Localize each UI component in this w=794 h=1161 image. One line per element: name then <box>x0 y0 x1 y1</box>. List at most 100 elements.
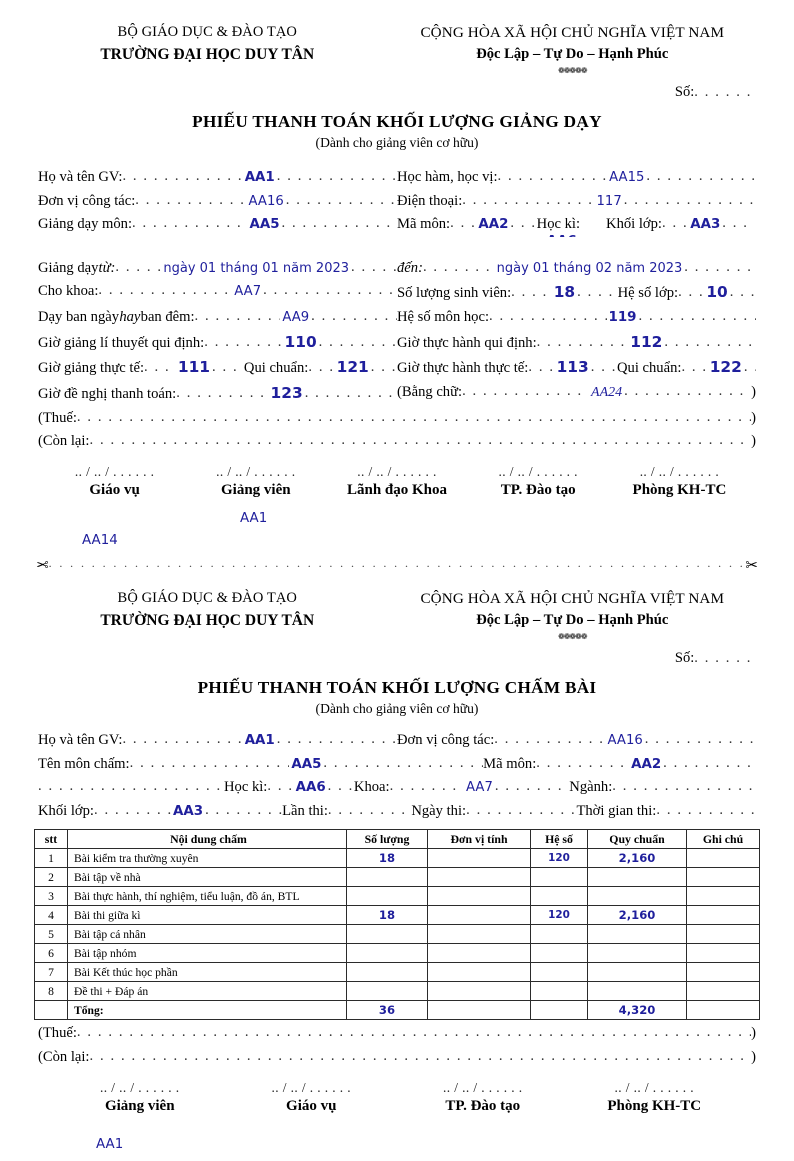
dots: . . . . . . . . . . . . . . . . . . . . … <box>389 778 464 795</box>
khoa-value[interactable]: AA7 <box>466 780 493 796</box>
glt-quidinh-value[interactable]: 110 <box>284 332 317 351</box>
cell-don-vi-tinh[interactable] <box>427 867 531 888</box>
hocki-value-wrap[interactable]: AA6. . . . . . <box>547 230 635 237</box>
cell-so-luong[interactable] <box>346 981 428 1002</box>
table-row[interactable]: 3 Bài thực hành, thí nghiệm, tiểu luận, … <box>34 886 760 907</box>
cell-don-vi-tinh[interactable] <box>427 924 531 945</box>
mamon-value[interactable]: AA2 <box>478 217 509 233</box>
table-row[interactable]: 4 Bài thi giữa kì 18 120 2,160 <box>34 905 760 926</box>
cell-so-luong[interactable] <box>346 943 428 964</box>
cell-so-luong[interactable] <box>346 924 428 945</box>
cell-ghi-chu[interactable] <box>686 886 760 907</box>
table-body: 1 Bài kiểm tra thường xuyên 18 120 2,160… <box>34 848 760 1021</box>
soluongsv-value[interactable]: 18 <box>553 283 576 302</box>
cell-he-so[interactable] <box>530 924 588 945</box>
cell-he-so[interactable]: 120 <box>530 848 588 869</box>
cell-don-vi-tinh[interactable] <box>427 886 531 907</box>
cell-quy-chuan[interactable] <box>587 886 687 907</box>
banngay-value[interactable]: AA9 <box>282 310 310 326</box>
signature-date[interactable]: .. / .. / . . . . . . <box>100 1079 180 1095</box>
table-row[interactable]: 5 Bài tập cá nhân <box>34 924 760 945</box>
cell-ghi-chu[interactable] <box>686 981 760 1002</box>
cell-quy-chuan[interactable] <box>587 981 687 1002</box>
dienthoai-value[interactable]: 117 <box>596 193 622 209</box>
cell-he-so[interactable] <box>530 943 588 964</box>
signature-value-giang-vien[interactable]: AA1 <box>240 510 268 526</box>
gth-quidinh-value[interactable]: 112 <box>630 332 663 351</box>
hoten-value[interactable]: AA1 <box>244 169 275 185</box>
hocki-value[interactable]: AA6 <box>547 234 577 237</box>
cell-ghi-chu[interactable] <box>686 943 760 964</box>
signature-date[interactable]: .. / .. / . . . . . . <box>443 1079 523 1095</box>
cell-don-vi-tinh[interactable] <box>427 848 531 869</box>
table-row[interactable]: 2 Bài tập về nhà <box>34 867 760 888</box>
cell-don-vi-tinh[interactable] <box>427 943 531 964</box>
donvi-value[interactable]: AA16 <box>248 193 284 209</box>
cell-ghi-chu[interactable] <box>686 962 760 983</box>
tu-value[interactable]: ngày 01 tháng 01 năm 2023 <box>163 260 350 276</box>
hocki-value[interactable]: AA6 <box>295 780 326 796</box>
gth-thucte-value[interactable]: 113 <box>556 358 589 377</box>
giangdaymon-value[interactable]: AA5 <box>249 217 280 233</box>
field-chokhoa: Cho khoa: . . . . . . . . . . . . . . . … <box>38 280 397 306</box>
cell-quy-chuan[interactable] <box>587 962 687 983</box>
cell-don-vi-tinh[interactable] <box>427 962 531 983</box>
cell-ghi-chu[interactable] <box>686 924 760 945</box>
signature-date[interactable]: .. / .. / . . . . . . <box>74 463 155 479</box>
cell-stt: 5 <box>34 924 68 945</box>
cell-he-so[interactable] <box>530 867 588 888</box>
signature-value-giang-vien[interactable]: AA1 <box>96 1136 124 1152</box>
signature-date[interactable]: .. / .. / . . . . . . <box>216 463 296 479</box>
signature-date[interactable]: .. / .. / . . . . . . <box>639 463 720 479</box>
cell-so-luong[interactable] <box>346 867 428 888</box>
donvi-label: Đơn vị công tác: <box>397 731 495 748</box>
cell-so-luong[interactable]: 18 <box>346 848 428 869</box>
signature-date[interactable]: .. / .. / . . . . . . <box>614 1079 694 1095</box>
cell-he-so[interactable] <box>530 962 588 983</box>
cell-quy-chuan[interactable] <box>587 924 687 945</box>
cell-quy-chuan[interactable]: 2,160 <box>587 848 687 869</box>
hesomonhoc-label: Hệ số môn học: <box>397 309 490 326</box>
hoten-value[interactable]: AA1 <box>244 732 275 748</box>
signature-value-giao-vu[interactable]: AA14 <box>82 532 118 548</box>
denghi-value[interactable]: 123 <box>270 384 303 403</box>
table-row[interactable]: 6 Bài tập nhóm <box>34 943 760 964</box>
quichuan2-value[interactable]: 122 <box>709 358 742 377</box>
cell-so-luong[interactable] <box>346 886 428 907</box>
glt-thucte-value[interactable]: 111 <box>177 358 211 377</box>
hesolop-value[interactable]: 10 <box>706 283 728 302</box>
cell-quy-chuan[interactable]: 2,160 <box>587 905 687 926</box>
donvi-value[interactable]: AA16 <box>607 732 643 748</box>
cell-quy-chuan[interactable] <box>587 867 687 888</box>
hocham-value[interactable]: AA15 <box>609 169 645 185</box>
khoilop-value[interactable]: AA3 <box>690 217 721 233</box>
signature-date[interactable]: .. / .. / . . . . . . <box>357 463 437 479</box>
bangchu-value[interactable]: AA24 <box>591 385 623 401</box>
cell-don-vi-tinh[interactable] <box>427 905 531 926</box>
chokhoa-value[interactable]: AA7 <box>234 284 262 300</box>
signature-date[interactable]: .. / .. / . . . . . . <box>271 1079 351 1095</box>
den-value[interactable]: ngày 01 tháng 02 năm 2023 <box>496 260 683 276</box>
cell-he-so[interactable]: 120 <box>530 905 588 926</box>
table-row[interactable]: 8 Đề thi + Đáp án <box>34 981 760 1002</box>
khoilop-value[interactable]: AA3 <box>173 803 204 819</box>
tenmon-value[interactable]: AA5 <box>291 756 322 772</box>
cell-don-vi-tinh[interactable] <box>427 981 531 1002</box>
dots: . . . . . . . . . . . . . . . . . . . . … <box>98 282 232 299</box>
hesomonhoc-value[interactable]: 119 <box>608 310 637 326</box>
cell-he-so[interactable] <box>530 886 588 907</box>
cell-quy-chuan[interactable] <box>587 943 687 964</box>
cell-ghi-chu[interactable] <box>686 848 760 869</box>
dots: . . . . . . . . . . . . . . . . . . . . … <box>684 258 756 275</box>
mamon-value[interactable]: AA2 <box>631 756 662 772</box>
cell-ghi-chu[interactable] <box>686 867 760 888</box>
dots: . . . <box>678 284 705 301</box>
cell-ghi-chu[interactable] <box>686 905 760 926</box>
signature-date[interactable]: .. / .. / . . . . . . <box>498 463 578 479</box>
cell-so-luong[interactable]: 18 <box>346 905 428 926</box>
cell-he-so[interactable] <box>530 981 588 1002</box>
quichuan1-value[interactable]: 121 <box>336 358 369 377</box>
table-row[interactable]: 7 Bài Kết thúc học phần <box>34 962 760 983</box>
cell-so-luong[interactable] <box>346 962 428 983</box>
table-row[interactable]: 1 Bài kiểm tra thường xuyên 18 120 2,160 <box>34 848 760 869</box>
